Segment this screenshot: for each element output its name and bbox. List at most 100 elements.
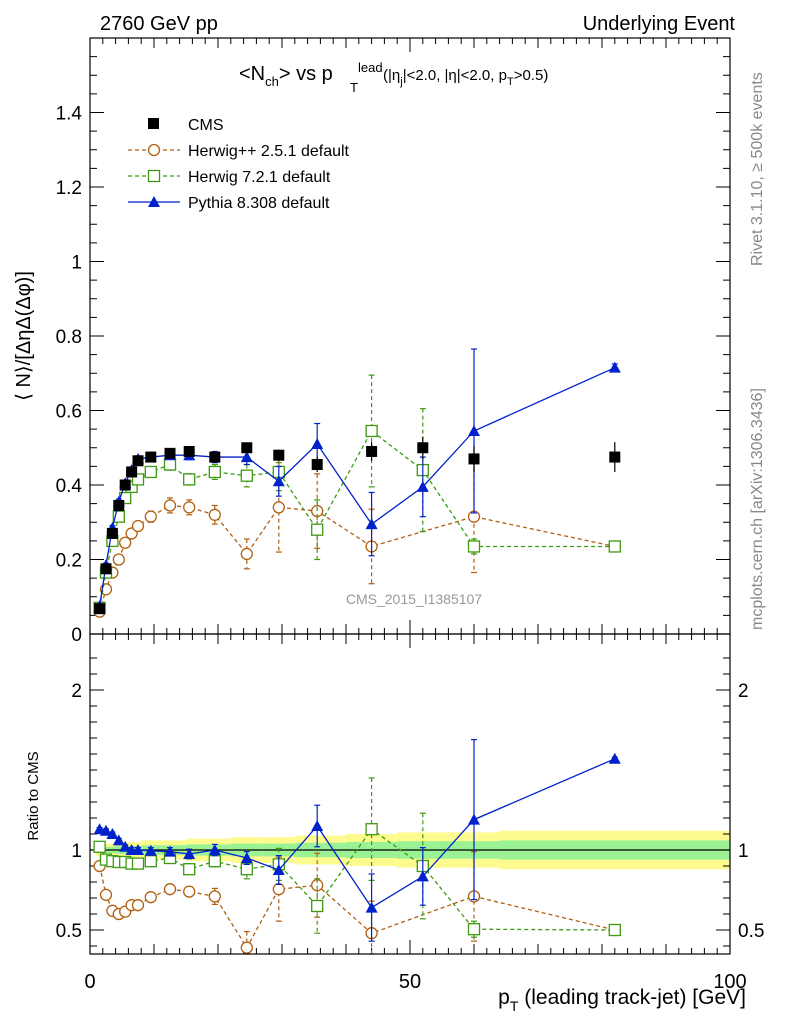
ratio-point-pythia: [119, 840, 132, 852]
main-point-herwig7: [208, 465, 221, 479]
legend-entry-cms: CMS: [148, 117, 224, 134]
ratio-point-pythia: [365, 901, 378, 913]
main-point-pythia: [365, 518, 378, 530]
main-point-herwig_pp: [119, 536, 132, 549]
main-point-cms: [94, 603, 106, 615]
legend-marker-cms: [148, 118, 159, 129]
main-point-herwig7: [608, 540, 621, 553]
title-cut-a: (|η: [383, 67, 400, 84]
legend-entry-herwig7: Herwig 7.2.1 default: [128, 169, 331, 186]
ratio-point-pythia: [106, 828, 119, 839]
ratio-point-herwig7: [183, 863, 196, 876]
rivet-label: Rivet 3.1.10, ≥ 500k events: [749, 72, 766, 266]
main-point-herwig_pp: [272, 501, 285, 514]
main-series-herwig7: [93, 374, 621, 615]
x-tick-label: 50: [399, 971, 421, 993]
ratio-point-herwig_pp: [272, 883, 285, 896]
main-point-herwig7: [240, 469, 253, 482]
main-point-cms: [311, 459, 323, 471]
legend-marker-herwig7: [147, 169, 161, 183]
main-point-cms: [209, 451, 221, 463]
ratio-y-tick-label: 2: [71, 681, 82, 702]
title-mid: > vs p: [279, 63, 333, 85]
main-plot-panel: 0 0.2 0.4 0.6 0.8 1 1.2 1.4 <Nch> vs p lead T (…: [13, 37, 731, 646]
ratio-y-axis-label: Ratio to CMS: [25, 751, 42, 840]
main-point-cms: [164, 447, 176, 459]
main-point-cms: [468, 453, 480, 465]
main-point-herwig7: [112, 510, 125, 523]
main-point-cms: [183, 445, 195, 457]
main-point-herwig_pp: [131, 519, 145, 533]
main-y-tick-label: 1.2: [56, 178, 82, 199]
ratio-plot-panel: 0.5 0.5 1 1 2 2 0 50 100 Ratio to CMS pT (leadin…: [25, 633, 764, 1014]
ratio-point-herwig_pp: [240, 941, 253, 954]
title-sub-ch: ch: [265, 74, 279, 89]
main-point-cms: [106, 527, 118, 539]
title-base: <N: [239, 63, 265, 85]
main-series-herwig_pp: [93, 460, 621, 618]
main-point-cms: [132, 455, 144, 467]
main-y-axis-label: ⟨ N⟩/[ΔηΔ(Δφ)]: [13, 271, 35, 401]
main-point-pythia: [416, 480, 429, 492]
title-cut-b-sub: T: [507, 76, 514, 88]
ratio-point-herwig7: [467, 923, 481, 936]
ratio-point-herwig_pp: [131, 899, 145, 912]
ratio-y-tick-label: 1: [71, 841, 82, 862]
ratio-point-herwig7: [608, 923, 621, 937]
main-y-tick-label: 0.2: [56, 551, 82, 572]
main-point-cms: [417, 442, 429, 454]
main-point-cms: [273, 449, 285, 461]
x-tick-label: 0: [84, 971, 95, 993]
main-point-pythia: [468, 424, 480, 436]
ratio-point-pythia: [240, 852, 253, 863]
title-cut-c: >0.5): [514, 67, 549, 84]
ratio-point-herwig_pp: [144, 891, 157, 904]
main-series-pythia: [93, 348, 621, 612]
ratio-point-pythia: [608, 752, 621, 764]
main-point-cms: [126, 466, 138, 478]
ratio-y-tick-label: 0.5: [56, 921, 82, 942]
x-axis-label-rest: (leading track-jet) [GeV]: [518, 986, 746, 1009]
main-point-herwig7: [131, 473, 145, 486]
legend-entry-herwig-pp: Herwig++ 2.5.1 default: [128, 143, 350, 160]
main-point-herwig7: [183, 473, 196, 486]
ratio-point-herwig_pp: [183, 885, 196, 898]
ratio-point-pythia: [416, 870, 429, 882]
legend-label-cms: CMS: [188, 117, 224, 134]
plot-title: <Nch> vs p: [239, 63, 333, 89]
legend: CMS Herwig++ 2.5.1 default Herwig 7.2.1 …: [128, 117, 350, 212]
x-tick-label: 100: [713, 971, 746, 993]
ratio-point-pythia: [183, 848, 196, 859]
collision-label: 2760 GeV pp: [100, 13, 218, 35]
main-point-cms: [609, 451, 621, 463]
title-sup-lead: lead: [358, 60, 383, 75]
legend-label-herwig-pp: Herwig++ 2.5.1 default: [188, 143, 350, 160]
ratio-point-pythia: [272, 864, 285, 875]
legend-label-pythia: Pythia 8.308 default: [188, 195, 330, 212]
main-y-tick-label: 0: [71, 625, 82, 646]
main-point-herwig_pp: [163, 499, 177, 512]
main-series-cms: [94, 436, 621, 615]
ratio-point-herwig7: [131, 857, 145, 870]
main-point-herwig7: [311, 523, 324, 536]
main-point-herwig_pp: [240, 547, 253, 561]
ratio-plot-frame: [89, 633, 731, 955]
ratio-point-pythia: [311, 820, 324, 831]
title-sub-t: T: [350, 80, 358, 95]
legend-label-herwig7: Herwig 7.2.1 default: [188, 169, 331, 186]
event-type-label: Underlying Event: [583, 13, 736, 35]
ratio-point-herwig7: [144, 855, 157, 868]
main-point-herwig_pp: [144, 510, 157, 523]
ratio-point-herwig7: [240, 863, 253, 876]
analysis-label: CMS_2015_I1385107: [346, 591, 482, 607]
ratio-point-herwig_pp: [99, 888, 113, 901]
ratio-y-tick-label-right: 0.5: [738, 921, 764, 942]
mcplots-label: mcplots.cern.ch [arXiv:1306.3436]: [749, 388, 766, 630]
ratio-point-pythia: [100, 824, 112, 836]
main-point-cms: [113, 499, 125, 511]
main-point-herwig7: [365, 424, 378, 438]
main-point-pythia: [608, 361, 621, 373]
ratio-point-pythia: [208, 844, 221, 855]
ratio-point-herwig_pp: [163, 883, 177, 896]
main-point-herwig7: [163, 458, 177, 471]
